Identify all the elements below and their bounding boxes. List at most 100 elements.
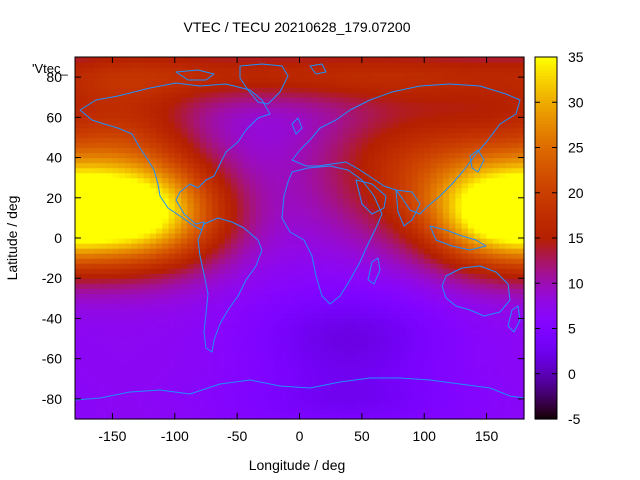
heatmap-cell [187, 283, 195, 289]
heatmap-cell [93, 328, 101, 335]
heatmap-cell [417, 92, 425, 98]
heatmap-cell [87, 107, 95, 113]
heatmap-cell [75, 122, 82, 128]
heatmap-cell [287, 318, 294, 325]
heatmap-cell [143, 217, 151, 224]
heatmap-cell [486, 122, 494, 128]
heatmap-cell [330, 147, 338, 154]
heatmap-cell [274, 102, 282, 108]
heatmap-cell [486, 87, 494, 93]
heatmap-cell [318, 112, 326, 118]
heatmap-cell [455, 117, 463, 123]
heatmap-cell [174, 187, 182, 194]
heatmap-cell [486, 343, 494, 350]
heatmap-cell [280, 283, 288, 289]
heatmap-cell [399, 102, 407, 108]
heatmap-cell [268, 182, 276, 189]
heatmap-cell [124, 112, 132, 118]
heatmap-cell [505, 303, 513, 309]
heatmap-cell [330, 393, 338, 400]
heatmap-cell [137, 378, 145, 385]
heatmap-cell [393, 147, 400, 154]
heatmap-cell [262, 338, 269, 345]
heatmap-cell [243, 182, 251, 189]
heatmap-cell [106, 288, 114, 294]
heatmap-cell [411, 248, 419, 254]
heatmap-cell [411, 207, 419, 214]
heatmap-cell [330, 152, 338, 159]
heatmap-cell [417, 398, 425, 405]
heatmap-cell [137, 92, 145, 98]
heatmap-cell [480, 102, 488, 108]
heatmap-cell [237, 112, 244, 118]
heatmap-cell [386, 92, 394, 98]
heatmap-cell [305, 343, 313, 350]
heatmap-cell [393, 127, 400, 134]
heatmap-cell [205, 273, 213, 279]
heatmap-cell [318, 202, 326, 209]
heatmap-cell [399, 82, 407, 88]
heatmap-cell [361, 373, 369, 380]
heatmap-cell [318, 333, 326, 340]
heatmap-cell [187, 383, 195, 390]
heatmap-cell [243, 132, 251, 139]
heatmap-cell [181, 197, 188, 204]
heatmap-cell [449, 408, 457, 415]
heatmap-cell [486, 137, 494, 144]
heatmap-cell [187, 323, 195, 330]
heatmap-cell [505, 152, 513, 159]
heatmap-cell [330, 278, 338, 284]
heatmap-cell [112, 298, 120, 304]
heatmap-cell [99, 383, 107, 390]
heatmap-cell [499, 197, 506, 204]
heatmap-cell [149, 182, 157, 189]
heatmap-cell [455, 107, 463, 113]
heatmap-cell [330, 348, 338, 355]
heatmap-cell [124, 122, 132, 128]
heatmap-cell [405, 333, 413, 340]
heatmap-cell [162, 142, 170, 149]
heatmap-cell [237, 197, 244, 204]
heatmap-cell [143, 192, 151, 199]
heatmap-cell [442, 388, 450, 395]
heatmap-cell [380, 248, 388, 254]
heatmap-cell [137, 363, 145, 370]
heatmap-cell [218, 413, 226, 420]
heatmap-cell [499, 348, 506, 355]
heatmap-cell [492, 197, 500, 204]
heatmap-cell [199, 368, 207, 375]
heatmap-cell [224, 378, 232, 385]
heatmap-cell [87, 207, 95, 214]
heatmap-cell [243, 258, 251, 264]
heatmap-cell [474, 197, 481, 204]
heatmap-cell [174, 127, 182, 134]
heatmap-cell [349, 333, 357, 340]
heatmap-cell [480, 227, 488, 234]
heatmap-cell [149, 308, 157, 315]
heatmap-cell [149, 137, 157, 144]
heatmap-cell [417, 87, 425, 93]
heatmap-cell [436, 122, 444, 128]
heatmap-cell [474, 102, 481, 108]
heatmap-cell [405, 227, 413, 234]
heatmap-cell [118, 77, 126, 83]
heatmap-cell [187, 278, 195, 284]
heatmap-cell [374, 97, 382, 103]
heatmap-cell [224, 293, 232, 299]
heatmap-cell [430, 253, 438, 259]
heatmap-cell [480, 92, 488, 98]
heatmap-cell [311, 152, 319, 159]
heatmap-cell [311, 263, 319, 269]
heatmap-cell [442, 268, 450, 274]
heatmap-cell [411, 383, 419, 390]
heatmap-cell [99, 92, 107, 98]
heatmap-cell [99, 288, 107, 294]
heatmap-cell [324, 202, 332, 209]
heatmap-cell [417, 243, 425, 249]
heatmap-cell [499, 393, 506, 400]
heatmap-cell [349, 298, 357, 304]
heatmap-cell [181, 348, 188, 355]
heatmap-cell [237, 313, 244, 320]
heatmap-cell [405, 177, 413, 184]
heatmap-cell [181, 293, 188, 299]
